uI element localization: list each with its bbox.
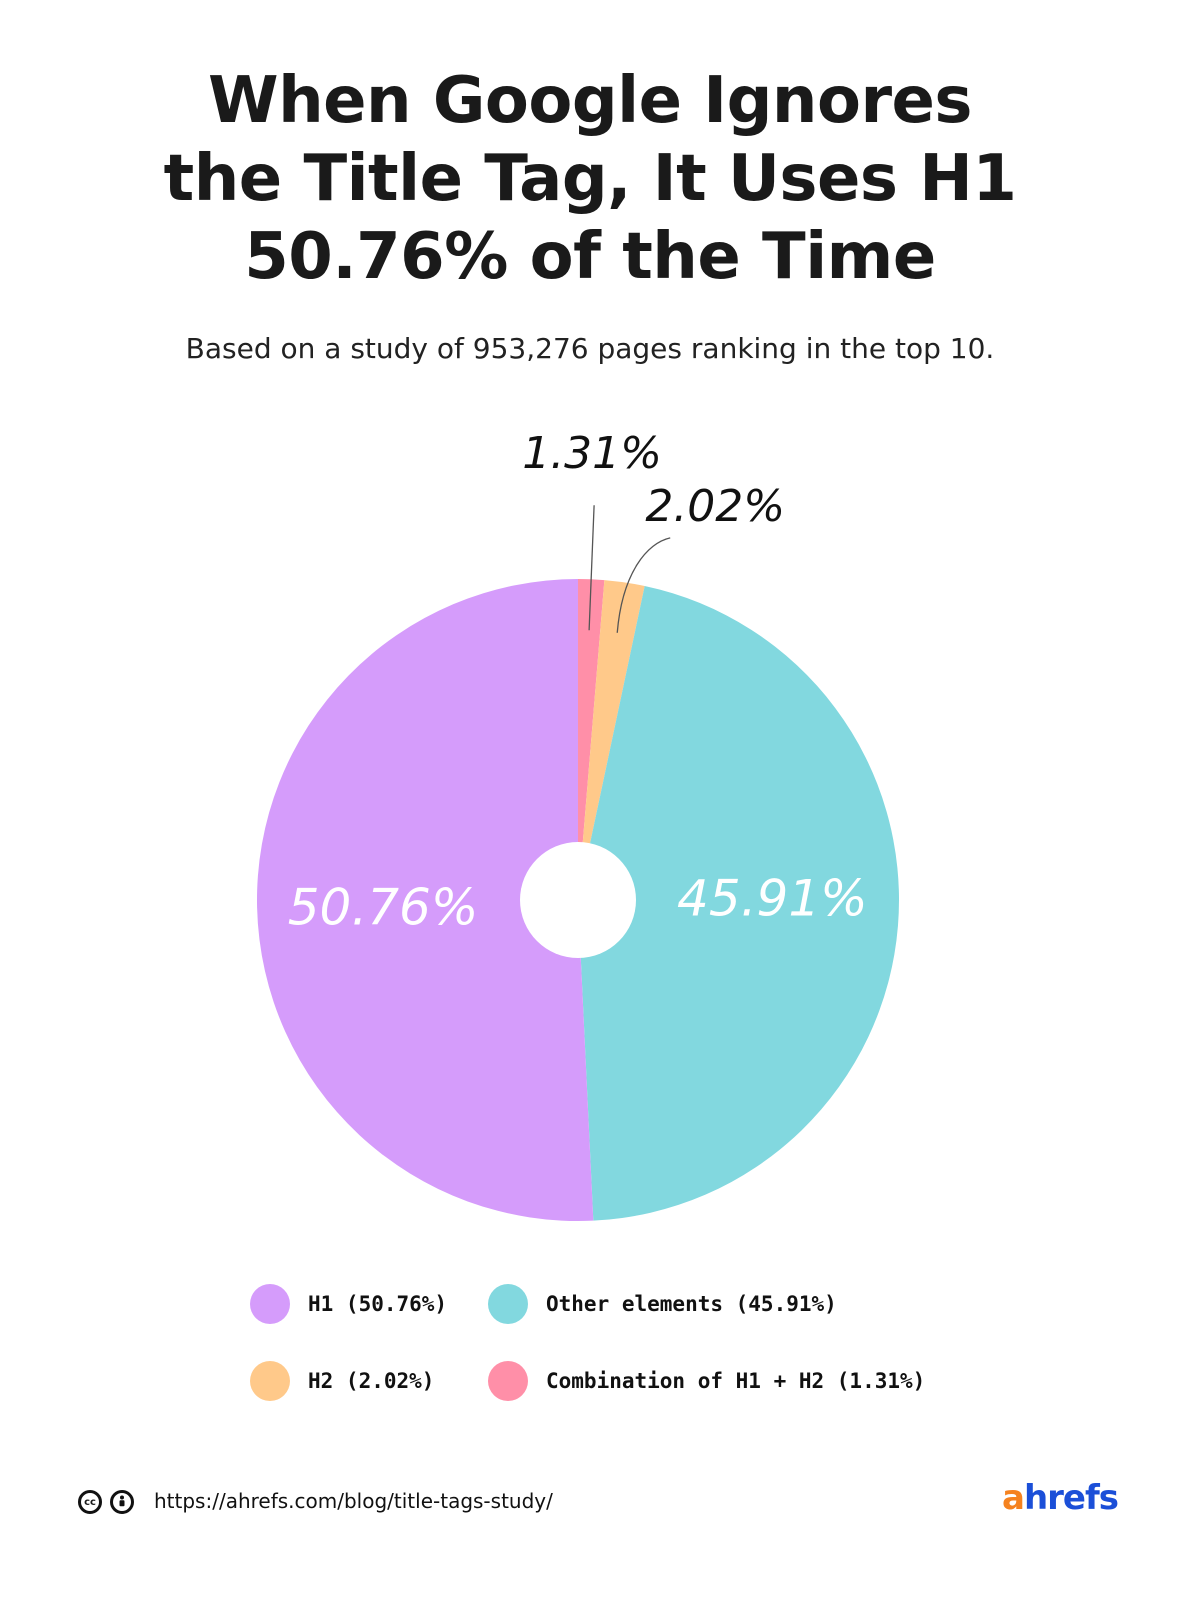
chart-title: When Google Ignores the Title Tag, It Us…: [0, 62, 1180, 296]
legend-item-h2: H2 (2.02%): [250, 1359, 434, 1403]
by-icon: [110, 1490, 134, 1514]
legend-swatch-h2: [250, 1361, 290, 1401]
legend-item-h1: H1 (50.76%): [250, 1282, 447, 1326]
leader-line-combination: [588, 505, 595, 631]
data-label-h1: 50.76%: [288, 879, 479, 937]
pie-slice-combination: [578, 579, 605, 900]
person-icon: [119, 1495, 125, 1507]
legend-swatch-h1: [250, 1284, 290, 1324]
legend-label-h2: H2 (2.02%): [308, 1369, 435, 1393]
legend-label-other: Other elements (45.91%): [546, 1292, 837, 1316]
pie-slice-h2: [578, 580, 645, 900]
title-line-3: 50.76% of the Time: [244, 220, 936, 294]
title-line-1: When Google Ignores: [207, 64, 973, 138]
data-label-h2: 2.02%: [645, 481, 785, 532]
legend-item-combination: Combination of H1 + H2 (1.31%): [488, 1359, 925, 1403]
pie-slice-h1: [256, 579, 594, 1221]
legend-item-other: Other elements (45.91%): [488, 1282, 837, 1326]
chart-subtitle: Based on a study of 953,276 pages rankin…: [185, 332, 995, 365]
cc-icon: cc: [78, 1490, 102, 1514]
pie-slice-other: [578, 586, 899, 1221]
legend-label-h1: H1 (50.76%): [308, 1292, 448, 1316]
data-label-combination: 1.31%: [522, 428, 662, 479]
legend-label-combination: Combination of H1 + H2 (1.31%): [546, 1369, 926, 1393]
logo-text: hrefs: [1023, 1478, 1119, 1518]
legend-swatch-combination: [488, 1361, 528, 1401]
license-icons: cc: [78, 1490, 134, 1514]
source-url-link[interactable]: https://ahrefs.com/blog/title-tags-study…: [154, 1489, 553, 1513]
ahrefs-logo: ahrefs: [1002, 1478, 1119, 1518]
title-line-2: the Title Tag, It Uses H1: [163, 142, 1017, 216]
legend-swatch-other: [488, 1284, 528, 1324]
logo-letter-a: a: [1002, 1478, 1025, 1518]
donut-hole: [520, 842, 636, 958]
leader-line-h2: [616, 537, 671, 633]
data-label-other: 45.91%: [677, 870, 868, 928]
pie-chart: 45.91% 50.76% 1.31%2.02%: [256, 428, 899, 1221]
